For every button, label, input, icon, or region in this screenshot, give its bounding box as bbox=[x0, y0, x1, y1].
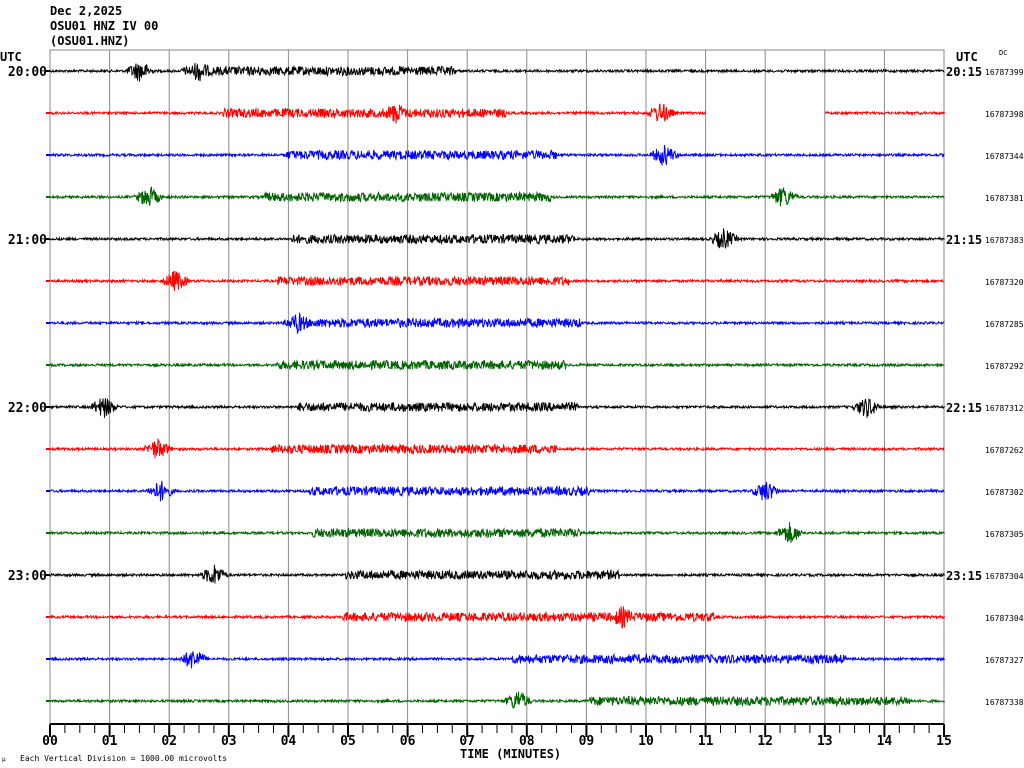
trace-row: 16787292 bbox=[46, 359, 1024, 372]
dc-offset-label: 16787312 bbox=[985, 404, 1024, 413]
dc-offset-label: 16787383 bbox=[985, 236, 1024, 245]
seismic-trace bbox=[49, 651, 945, 669]
dc-offset-label: 16787305 bbox=[985, 530, 1024, 539]
x-tick-label: 05 bbox=[340, 734, 356, 749]
left-time-label: 20:00 bbox=[8, 65, 47, 80]
seismic-trace bbox=[49, 480, 945, 502]
dc-offset-label: 16787292 bbox=[985, 362, 1024, 371]
left-time-label: 23:00 bbox=[8, 569, 47, 584]
dc-offset-label: 16787327 bbox=[985, 656, 1024, 665]
seismic-trace bbox=[49, 606, 945, 629]
seismic-trace bbox=[49, 228, 945, 249]
x-tick-label: 14 bbox=[877, 734, 893, 749]
scale-note: Each Vertical Division = 1000.00 microvo… bbox=[20, 754, 227, 763]
seismic-trace bbox=[49, 145, 945, 167]
plot-frame bbox=[49, 49, 945, 725]
dc-offset-label: 16787344 bbox=[985, 152, 1024, 161]
plot-date: Dec 2,2025 bbox=[50, 4, 123, 18]
seismic-trace bbox=[49, 691, 945, 709]
right-utc-label: UTC bbox=[956, 50, 978, 64]
x-tick-label: 15 bbox=[936, 734, 952, 749]
trace-row: 16787381 bbox=[46, 186, 1024, 207]
trace-row: 20:00 20:15 16787399 bbox=[8, 62, 1024, 82]
right-time-label: 23:15 bbox=[946, 569, 982, 583]
right-time-label: 21:15 bbox=[946, 233, 982, 247]
x-tick-label: 02 bbox=[161, 734, 177, 749]
x-tick-label: 10 bbox=[638, 734, 654, 749]
dc-label: DC bbox=[999, 49, 1007, 57]
right-time-label: 20:15 bbox=[946, 65, 982, 79]
trace-row: 22:00 22:15 16787312 bbox=[8, 397, 1024, 418]
trace-row: 21:00 21:15 16787383 bbox=[8, 228, 1024, 249]
left-utc-label: UTC bbox=[0, 50, 22, 64]
trace-row: 16787305 bbox=[46, 522, 1024, 544]
trace-row: 16787320 bbox=[46, 270, 1024, 291]
seismic-trace bbox=[50, 564, 945, 584]
right-time-label: 22:15 bbox=[946, 401, 982, 415]
dc-offset-label: 16787398 bbox=[985, 110, 1024, 119]
dc-offset-label: 16787381 bbox=[985, 194, 1024, 203]
seismic-trace bbox=[49, 397, 945, 418]
x-tick-label: 07 bbox=[459, 734, 475, 749]
mu-symbol: μ bbox=[2, 756, 6, 763]
seismic-trace bbox=[49, 312, 945, 334]
x-tick-label: 11 bbox=[698, 734, 714, 749]
trace-row: 16787344 bbox=[46, 145, 1024, 167]
seismic-trace bbox=[49, 438, 945, 459]
seismic-trace bbox=[49, 186, 945, 207]
trace-row: 16787327 bbox=[46, 651, 1024, 669]
x-tick-label: 13 bbox=[817, 734, 833, 749]
trace-row: 16787285 bbox=[46, 312, 1024, 334]
dc-offset-label: 16787304 bbox=[985, 614, 1024, 623]
channel-label: (OSU01.HNZ) bbox=[50, 34, 130, 48]
x-tick-label: 01 bbox=[102, 734, 118, 749]
x-tick-label: 04 bbox=[281, 734, 297, 749]
x-tick-label: 06 bbox=[400, 734, 416, 749]
dc-offset-label: 16787262 bbox=[985, 446, 1024, 455]
dc-offset-label: 16787285 bbox=[985, 320, 1024, 329]
dc-offset-label: 16787338 bbox=[985, 698, 1024, 707]
station-label: OSU01 HNZ IV 00 bbox=[50, 19, 159, 33]
seismic-trace bbox=[824, 110, 945, 116]
trace-row: 16787262 bbox=[46, 438, 1024, 459]
dc-offset-label: 16787320 bbox=[985, 278, 1024, 287]
dc-offset-label: 16787399 bbox=[985, 68, 1024, 77]
x-axis-title: TIME (MINUTES) bbox=[460, 747, 561, 761]
dc-offset-label: 16787302 bbox=[985, 488, 1024, 497]
seismic-trace bbox=[49, 270, 945, 291]
trace-row: 23:00 23:15 16787304 bbox=[8, 564, 1024, 584]
dc-offset-label: 16787304 bbox=[985, 572, 1024, 581]
trace-row: 16787398 bbox=[46, 103, 1024, 124]
seismic-trace bbox=[49, 522, 945, 544]
trace-row: 16787304 bbox=[46, 606, 1024, 629]
left-time-label: 21:00 bbox=[8, 233, 47, 248]
seismic-trace bbox=[49, 359, 945, 372]
seismic-trace bbox=[49, 103, 706, 124]
x-tick-label: 08 bbox=[519, 734, 535, 749]
x-tick-label: 00 bbox=[42, 734, 58, 749]
seismic-trace bbox=[49, 62, 945, 82]
left-time-label: 22:00 bbox=[8, 401, 47, 416]
trace-row: 16787302 bbox=[46, 480, 1024, 502]
x-tick-label: 03 bbox=[221, 734, 237, 749]
x-tick-label: 12 bbox=[757, 734, 773, 749]
x-tick-label: 09 bbox=[579, 734, 595, 749]
trace-row: 16787338 bbox=[46, 691, 1024, 709]
